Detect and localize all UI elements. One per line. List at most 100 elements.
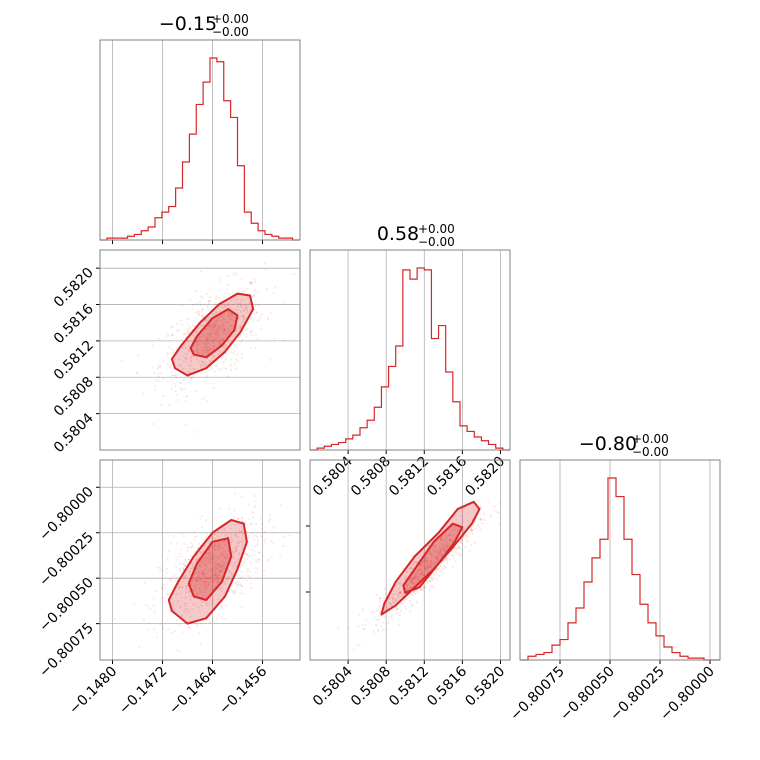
scatter-point xyxy=(213,370,216,373)
scatter-point xyxy=(403,605,406,608)
scatter-point xyxy=(182,631,185,634)
scatter-point xyxy=(217,327,220,330)
scatter-point xyxy=(393,594,396,597)
scatter-point xyxy=(383,616,386,619)
scatter-point xyxy=(189,598,192,601)
scatter-point xyxy=(199,599,202,602)
scatter-point xyxy=(412,572,415,575)
scatter-point xyxy=(217,329,220,332)
scatter-point xyxy=(237,558,240,561)
scatter-point xyxy=(489,514,492,517)
scatter-point xyxy=(208,317,211,320)
scatter-point xyxy=(184,423,187,426)
scatter-point xyxy=(204,563,207,566)
scatter-point xyxy=(443,546,446,549)
scatter-point xyxy=(162,360,165,363)
scatter-point xyxy=(455,552,458,555)
scatter-point xyxy=(188,364,191,367)
scatter-point xyxy=(226,578,229,581)
scatter-point xyxy=(224,527,227,530)
scatter-point xyxy=(229,364,232,367)
scatter-point xyxy=(426,561,429,564)
scatter-point xyxy=(171,333,174,336)
scatter-point xyxy=(213,303,216,306)
scatter-point xyxy=(448,539,451,542)
scatter-point xyxy=(442,547,445,550)
scatter-point xyxy=(170,542,173,545)
scatter-point xyxy=(225,557,228,560)
scatter-point xyxy=(439,552,442,555)
scatter-point xyxy=(425,560,428,563)
scatter-point xyxy=(183,543,186,546)
scatter-point xyxy=(255,561,258,564)
scatter-point xyxy=(207,334,210,337)
scatter-point xyxy=(238,540,241,543)
scatter-point xyxy=(252,554,255,557)
scatter-point xyxy=(188,570,191,573)
scatter-point xyxy=(181,614,184,617)
scatter-point xyxy=(219,570,222,573)
scatter-point xyxy=(382,599,385,602)
scatter-point xyxy=(411,604,414,607)
scatter-point xyxy=(426,564,429,567)
scatter-point xyxy=(202,571,205,574)
scatter-point xyxy=(223,329,226,332)
panel-frame xyxy=(99,249,301,451)
scatter-point xyxy=(390,602,393,605)
scatter-point xyxy=(252,535,255,538)
scatter-point xyxy=(184,564,187,567)
scatter-point xyxy=(451,555,454,558)
scatter-point xyxy=(255,311,258,314)
scatter-point xyxy=(238,552,241,555)
scatter-point xyxy=(210,557,213,560)
scatter-point xyxy=(470,528,473,531)
scatter-point xyxy=(213,545,216,548)
scatter-point xyxy=(228,306,231,309)
scatter-point xyxy=(227,314,230,317)
scatter-point xyxy=(214,573,217,576)
scatter-point xyxy=(195,592,198,595)
scatter-point xyxy=(208,332,211,335)
scatter-point xyxy=(153,610,156,613)
scatter-point xyxy=(217,317,220,320)
scatter-point xyxy=(395,597,398,600)
scatter-point xyxy=(233,524,236,527)
scatter-point xyxy=(430,576,433,579)
scatter-point xyxy=(415,561,418,564)
scatter-point xyxy=(459,541,462,544)
scatter-point xyxy=(201,296,204,299)
scatter-point xyxy=(461,538,464,541)
scatter-point xyxy=(174,358,177,361)
scatter-point xyxy=(448,545,451,548)
scatter-point xyxy=(206,532,209,535)
scatter-point xyxy=(282,339,285,342)
scatter-point xyxy=(387,602,390,605)
scatter-point xyxy=(425,567,428,570)
scatter-point xyxy=(230,325,233,328)
scatter-point xyxy=(157,364,160,367)
scatter-point xyxy=(237,308,240,311)
histogram-step xyxy=(520,477,720,661)
scatter-point xyxy=(212,324,215,327)
scatter-point xyxy=(207,578,210,581)
scatter-point xyxy=(188,330,191,333)
scatter-point xyxy=(120,360,123,363)
scatter-point xyxy=(227,310,230,313)
scatter-point xyxy=(256,558,259,561)
scatter-point xyxy=(172,351,175,354)
scatter-point xyxy=(208,325,211,328)
scatter-point xyxy=(213,543,216,546)
scatter-point xyxy=(188,327,191,330)
scatter-point xyxy=(205,552,208,555)
scatter-point xyxy=(197,579,200,582)
scatter-point xyxy=(198,575,201,578)
scatter-point xyxy=(182,563,185,566)
scatter-point xyxy=(397,594,400,597)
scatter-point xyxy=(151,344,154,347)
scatter-point xyxy=(224,343,227,346)
scatter-point xyxy=(409,610,412,613)
panel-diag-2: −0.80075−0.80050−0.80025−0.80000−0.80+0.… xyxy=(507,432,721,724)
scatter-point xyxy=(434,546,437,549)
scatter-point xyxy=(187,380,190,383)
scatter-point xyxy=(172,535,175,538)
